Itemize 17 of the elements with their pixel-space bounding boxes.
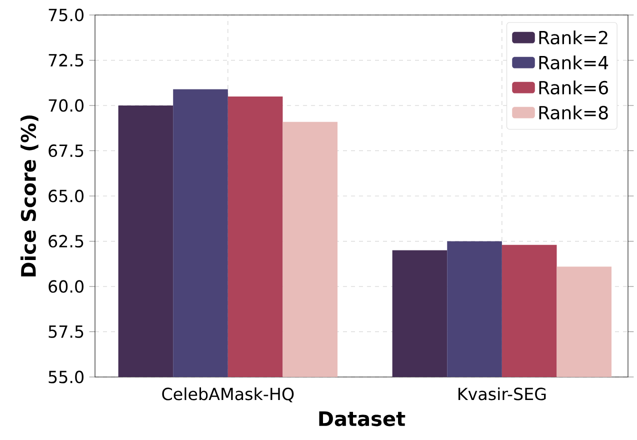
y-tick-label: 55.0 <box>48 370 84 384</box>
x-tick-label: CelebAMask-HQ <box>162 387 294 402</box>
legend-label: Rank=8 <box>539 106 608 120</box>
y-tick-label: 65.0 <box>48 190 84 202</box>
y-tick-label: 60.0 <box>48 280 84 293</box>
y-tick-label: 70.0 <box>48 99 84 112</box>
x-tick-label: Kvasir-SEG <box>458 387 546 400</box>
x-axis-title: Dataset <box>319 411 406 426</box>
y-tick-label: 72.5 <box>48 54 84 67</box>
legend-label: Rank=4 <box>539 56 608 70</box>
y-axis-title: Dice Score (%) <box>20 115 38 276</box>
y-tick-label: 67.5 <box>48 144 84 158</box>
y-tick-label: 75.0 <box>48 8 84 22</box>
legend-label: Rank=2 <box>539 30 608 44</box>
y-tick-label: 62.5 <box>48 234 84 248</box>
y-tick-label: 57.5 <box>48 326 84 338</box>
legend-label: Rank=6 <box>539 80 608 94</box>
